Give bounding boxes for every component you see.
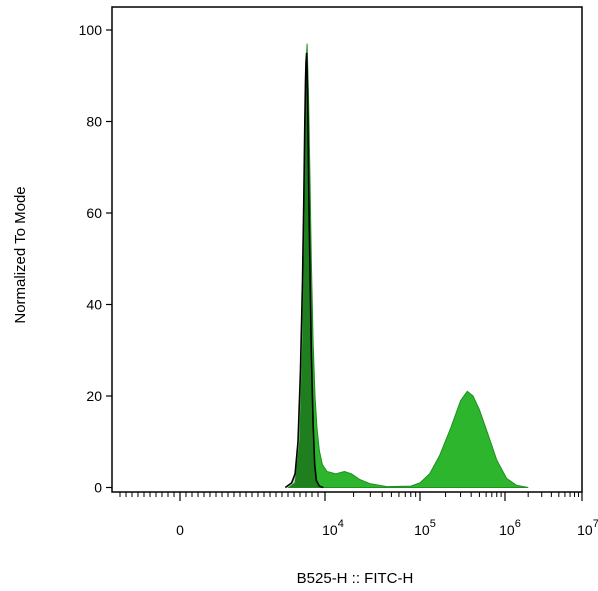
y-tick-label: 0: [94, 480, 102, 496]
x-tick-label: 0: [176, 522, 184, 538]
x-axis: 0 104 105 106 107: [119, 492, 598, 538]
y-tick-label: 80: [86, 114, 102, 130]
y-tick-label: 60: [86, 205, 102, 221]
x-tick-label: 106: [499, 518, 521, 538]
y-axis: 0 20 40 60 80 100: [79, 22, 112, 496]
plot-area: 0 20 40 60 80 100 0 104 105 106 107: [79, 6, 598, 538]
x-tick-label: 105: [414, 518, 436, 538]
x-axis-title: B525-H :: FITC-H: [297, 570, 414, 587]
y-tick-label: 40: [86, 297, 102, 313]
y-axis-title: Normalized To Mode: [12, 186, 29, 323]
y-tick-label: 100: [79, 22, 103, 38]
series-layer: [284, 43, 529, 489]
plot-frame: [111, 6, 583, 493]
x-tick-label: 107: [577, 518, 598, 538]
series-0-control-line: [284, 52, 324, 489]
series-overlap-fill: [288, 52, 324, 488]
series-1-stained-fill: [287, 43, 529, 488]
x-tick-label: 104: [322, 518, 344, 538]
y-tick-label: 20: [86, 388, 102, 404]
